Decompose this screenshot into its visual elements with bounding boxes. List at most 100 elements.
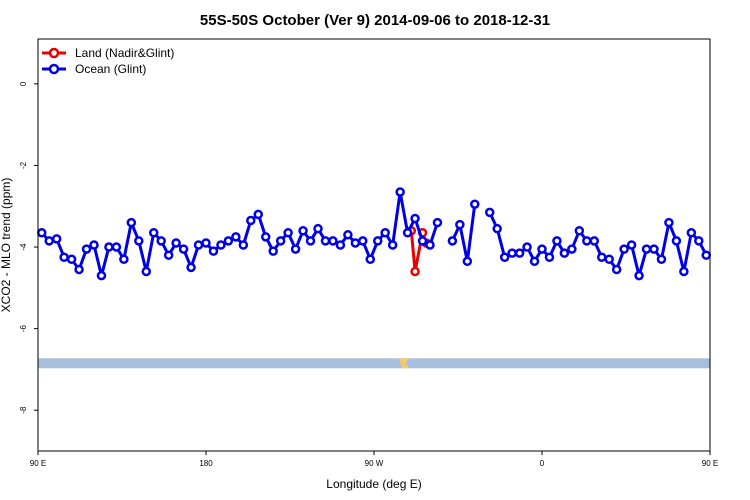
series-ocean-point-76: [604, 254, 614, 265]
series-ocean-point-79: [626, 240, 637, 250]
series-ocean-point-19: [178, 244, 189, 254]
x-tick-label-0: 90 E: [30, 459, 46, 468]
series-ocean-point-26: [231, 232, 241, 242]
series-ocean-point-27: [238, 240, 249, 250]
series-ocean-point-22: [201, 238, 211, 248]
series-ocean-point-65: [522, 242, 532, 252]
series-ocean-point-1: [44, 236, 54, 246]
series-ocean-point-34: [290, 244, 301, 254]
series-ocean-point-23: [208, 246, 219, 256]
series-ocean-point-75: [596, 252, 607, 262]
series-ocean-point-62: [499, 252, 510, 262]
series-ocean-point-29: [253, 209, 264, 220]
series-ocean-point-71: [567, 244, 577, 254]
y-tick-label-3: -6: [19, 325, 28, 333]
y-tick-label-1: -2: [19, 161, 28, 169]
series-ocean-point-0: [36, 228, 47, 238]
series-ocean-point-89: [701, 250, 712, 260]
series-ocean-point-31: [268, 246, 278, 256]
series-ocean-point-18: [171, 238, 181, 248]
series-ocean-point-58: [470, 199, 480, 209]
series-ocean-point-64: [514, 248, 525, 258]
series-ocean-point-81: [641, 244, 652, 254]
series-ocean-point-47: [387, 240, 398, 250]
series-ocean-point-39: [328, 236, 338, 246]
series-ocean-point-61: [492, 223, 502, 234]
series-ocean-point-49: [402, 228, 413, 238]
series-ocean-point-86: [679, 266, 689, 277]
x-tick-label-2: 90 W: [365, 459, 384, 468]
series-ocean-point-50: [410, 213, 420, 224]
plot-frame: [37, 38, 711, 452]
series-ocean-point-67: [537, 244, 547, 254]
series-ocean-point-10: [111, 242, 122, 252]
series-ocean-point-38: [320, 236, 331, 246]
legend-land-label: Land (Nadir&Glint): [75, 46, 174, 60]
series-ocean-point-3: [59, 252, 69, 262]
series-ocean-point-87: [686, 228, 697, 238]
series-ocean-point-78: [619, 244, 629, 254]
series-ocean-point-77: [611, 264, 622, 275]
legend-land-marker: [48, 47, 60, 59]
series-ocean-point-51: [417, 236, 428, 246]
y-tick-label-0: 0: [19, 81, 28, 86]
series-ocean-point-11: [119, 254, 129, 265]
series-ocean-point-85: [671, 236, 682, 246]
series-ocean-point-30: [260, 232, 271, 242]
series-ocean-point-32: [275, 236, 286, 246]
map-band: [38, 358, 710, 369]
series-ocean-point-40: [335, 240, 346, 250]
chart-title: 55S-50S October (Ver 9) 2014-09-06 to 20…: [200, 12, 550, 29]
series-ocean-point-84: [664, 217, 674, 228]
x-tick-label-4: 90 E: [702, 459, 718, 468]
series-ocean-point-24: [216, 240, 226, 250]
series-ocean-point-88: [694, 236, 704, 246]
x-tick-label-3: 0: [540, 459, 545, 468]
y-tick-label-4: -8: [19, 406, 28, 414]
series-ocean-point-20: [186, 262, 196, 273]
y-tick-label-2: -4: [19, 243, 28, 251]
series-ocean-point-57: [462, 256, 473, 267]
map-band-ocean: [38, 358, 710, 369]
series-ocean-point-66: [529, 256, 540, 267]
series-ocean-point-35: [298, 225, 308, 236]
series-ocean-point-12: [126, 217, 137, 228]
series-ocean-point-36: [305, 236, 316, 246]
series-ocean-point-17: [163, 250, 174, 260]
map-band-land: [398, 358, 410, 369]
legend-ocean-marker: [48, 63, 60, 75]
series-ocean-point-60: [484, 207, 495, 218]
series-ocean-point-15: [148, 228, 159, 238]
series-ocean-point-4: [66, 254, 77, 265]
series-ocean-point-7: [89, 240, 99, 250]
series-ocean-point-73: [582, 236, 592, 246]
y-axis-label: XCO2 - MLO trend (ppm): [0, 178, 13, 313]
series-ocean-point-83: [656, 254, 667, 265]
series-ocean-point-68: [544, 252, 555, 262]
series-ocean-point-28: [246, 215, 256, 226]
series-ocean-point-2: [51, 234, 62, 244]
x-axis-label: Longitude (deg E): [326, 477, 421, 491]
series-ocean-point-52: [425, 240, 435, 250]
series-ocean-point-48: [395, 187, 405, 197]
series-ocean-point-46: [380, 228, 390, 238]
series-ocean-point-43: [358, 236, 368, 246]
series-ocean-point-44: [365, 254, 376, 265]
series-ocean-point-8: [96, 270, 107, 281]
series-ocean-point-9: [104, 242, 114, 252]
series-ocean-point-33: [283, 228, 293, 238]
legend: Land (Nadir&Glint) Ocean (Glint): [42, 46, 174, 76]
series-ocean-point-16: [156, 236, 166, 246]
series-layer: [36, 187, 712, 281]
series-ocean-point-70: [559, 248, 570, 258]
series-ocean-line-1: [451, 204, 477, 263]
series-ocean-point-82: [649, 244, 659, 254]
x-tick-label-1: 180: [199, 459, 213, 468]
series-ocean-point-13: [134, 236, 144, 246]
series-ocean-point-63: [507, 248, 517, 258]
series-ocean-point-53: [432, 217, 443, 228]
series-ocean-point-41: [343, 230, 353, 240]
series-ocean-point-21: [193, 240, 204, 250]
